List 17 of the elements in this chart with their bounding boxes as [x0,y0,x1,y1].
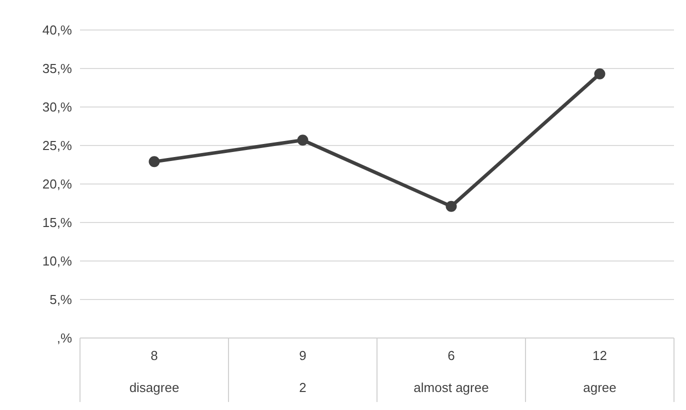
category-label: 6 almost agree [414,348,489,395]
point [148,156,160,168]
point [297,134,308,146]
category-label: 12 agree [583,348,616,395]
y-tick-label: 35,% [42,61,72,76]
y-tick-label: 20,% [42,176,72,192]
y-tick-label: ,% [56,330,72,346]
category-label: 9 2 [299,348,306,395]
y-tick-label: 10,% [42,254,72,269]
point [446,200,457,212]
point [594,68,606,80]
y-tick-label: 40,% [42,22,72,38]
y-tick-label: 30,% [42,100,72,115]
category-label: 8 disagree [129,348,180,395]
y-tick-label: 25,% [42,138,72,154]
y-tick-label: 15,% [42,215,72,230]
y-tick-label: 5,% [50,292,72,308]
